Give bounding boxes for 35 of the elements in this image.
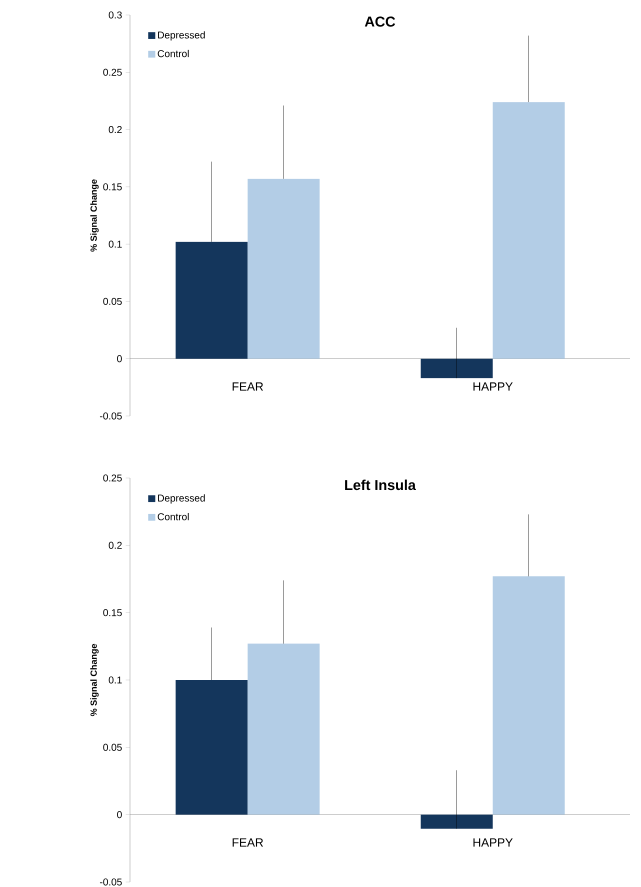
bar	[176, 242, 248, 359]
bar	[420, 814, 493, 829]
y-tick-label: -0.05	[100, 878, 122, 886]
y-tick-label: 0	[117, 811, 122, 818]
y-tick-label: 0.2	[108, 542, 122, 549]
y-tick-label: 0.05	[103, 298, 122, 305]
bar	[420, 358, 493, 378]
legend-label: Depressed	[158, 494, 205, 504]
y-tick-label: 0.3	[108, 11, 122, 19]
bar	[492, 102, 565, 359]
y-tick-label: 0	[117, 355, 122, 362]
y-axis-title: % Signal Change	[90, 179, 99, 252]
legend-label: Control	[158, 50, 189, 58]
y-tick-label: 0.2	[108, 126, 122, 134]
x-tick-label: HAPPY	[473, 382, 513, 391]
y-tick-label: 0.1	[108, 676, 122, 684]
y-axis-title: % Signal Change	[90, 644, 99, 716]
legend-label: Depressed	[158, 31, 205, 40]
x-tick-label: FEAR	[232, 838, 264, 847]
y-tick-label: -0.05	[100, 412, 122, 420]
bar	[492, 576, 565, 815]
x-tick-label: HAPPY	[473, 838, 513, 847]
bar	[248, 644, 320, 815]
chart-title: Left Insula	[345, 480, 416, 490]
legend-label: Control	[158, 512, 189, 520]
y-tick-label: 0.15	[103, 609, 122, 616]
y-tick-label: 0.1	[108, 240, 122, 248]
y-tick-label: 0.15	[103, 183, 122, 190]
y-tick-label: 0.25	[103, 68, 122, 76]
y-tick-label: 0.05	[103, 744, 122, 751]
bar	[248, 178, 320, 359]
x-tick-label: FEAR	[232, 382, 264, 391]
y-tick-label: 0.25	[103, 474, 122, 482]
chart-title: ACC	[364, 16, 396, 27]
bar	[176, 680, 248, 815]
